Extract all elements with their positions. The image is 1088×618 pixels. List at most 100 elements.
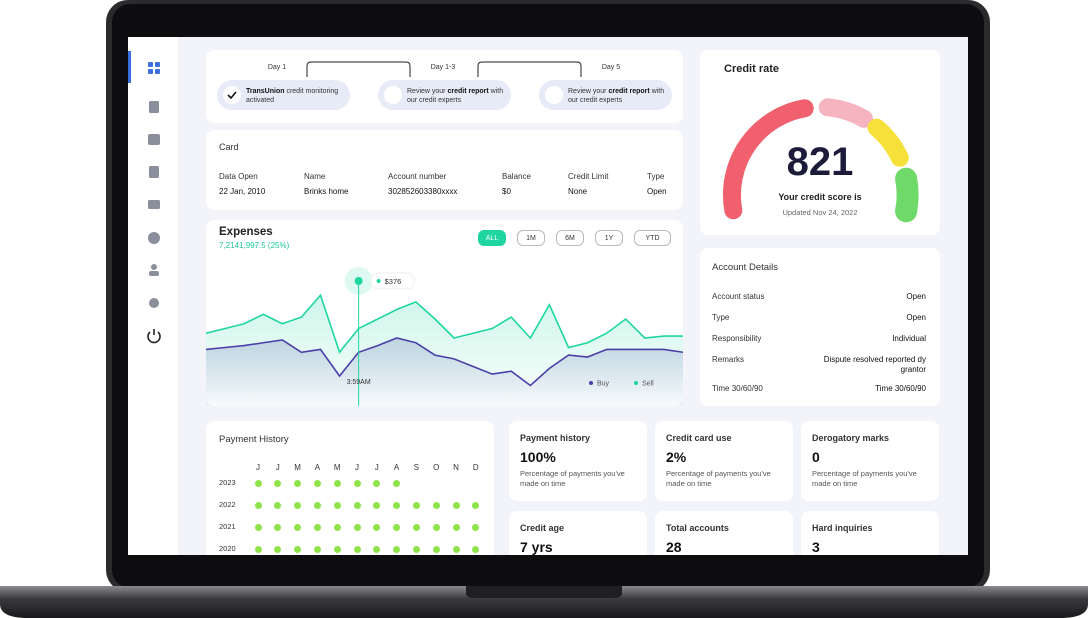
notch <box>466 586 622 598</box>
icon-user[interactable] <box>149 264 159 276</box>
month-label: N <box>453 463 459 472</box>
step-day: Day 1-3 <box>430 64 456 71</box>
year-label: 2023 <box>219 478 236 487</box>
card-value: 22 Jan, 2010 <box>219 187 266 196</box>
paid-dot <box>274 479 282 487</box>
icon-document[interactable] <box>149 101 159 113</box>
tooltip-time: 3:59AM <box>347 379 371 386</box>
step-check <box>223 86 241 104</box>
range-button[interactable]: ALL <box>478 230 506 246</box>
tile-description: Percentage of payments you've made on ti… <box>666 469 771 488</box>
credit-updated: Updated Nov 24, 2022 <box>782 208 858 217</box>
account-title: Account Details <box>712 262 779 273</box>
step-pill: TransUnion credit monitoring activated <box>217 80 350 110</box>
tooltip-box-dot <box>376 279 381 283</box>
stat-tile: Payment history 100% Percentage of payment… <box>509 421 647 501</box>
step-text: TransUnion credit monitoring activated <box>246 87 346 105</box>
expenses-subtitle: 7,2141,997.5 (25%) <box>219 241 290 250</box>
sidebar-icons <box>128 51 161 344</box>
range-button[interactable]: 1M <box>517 230 545 246</box>
month-label: J <box>256 463 260 472</box>
paid-dot <box>393 479 401 487</box>
icon-pie[interactable] <box>148 232 160 244</box>
step-text-part: credit report <box>608 88 650 95</box>
check-icon <box>227 91 237 100</box>
card-label: Balance <box>502 172 531 181</box>
tile-title: Payment history <box>520 433 591 443</box>
card-value: None <box>568 187 588 196</box>
year-label: 2020 <box>219 544 236 553</box>
stat-tile: Credit age 7 yrs <box>509 511 647 555</box>
credit-title: Credit rate <box>724 63 780 75</box>
series-line <box>206 337 683 387</box>
step-day: Day 5 <box>601 64 621 71</box>
gauge-yellow <box>867 118 909 167</box>
payment-history-panel: Payment History J J M A M J J A S O N D 2023 2022 2021 2… <box>206 421 494 555</box>
paid-dot <box>313 545 321 553</box>
year-label: 2022 <box>219 500 236 509</box>
card-value: $0 <box>502 187 511 196</box>
paid-dot <box>333 479 341 487</box>
paid-dot <box>353 479 361 487</box>
account-label: Account status <box>712 292 765 301</box>
step-text-part: credit monitoring activated <box>246 88 339 104</box>
icon-calendar[interactable] <box>148 134 160 145</box>
paid-dot <box>393 545 401 553</box>
paid-dot <box>472 501 480 509</box>
paid-dot <box>313 501 321 509</box>
tile-description: Percentage of payments you've made on ti… <box>812 469 917 488</box>
paid-dot <box>412 501 420 509</box>
laptop-base <box>0 586 1088 618</box>
icon-card[interactable] <box>148 200 160 209</box>
icon-power[interactable] <box>147 329 161 344</box>
screen: Day 1 Day 1-3 Day 5 TransUnion credit monit… <box>128 37 968 555</box>
step-text-part: Review your <box>568 88 609 95</box>
card-label: Credit Limit <box>568 172 609 181</box>
paid-dot <box>472 545 480 553</box>
month-label: J <box>355 463 359 472</box>
credit-panel: Credit rate 821 Your credit score is Update… <box>700 50 940 235</box>
paid-dot <box>333 545 341 553</box>
series-area <box>206 295 683 406</box>
stat-tile: Total accounts 28 <box>655 511 793 555</box>
account-label: Time 30/60/90 <box>712 384 763 393</box>
account-value: Dispute resolved reported dy grantor <box>823 355 926 374</box>
tooltip-box <box>370 272 416 290</box>
paid-dot <box>472 523 480 531</box>
legend-label: Sell <box>642 381 654 388</box>
paid-dot <box>412 523 420 531</box>
account-label: Responsibility <box>712 334 762 343</box>
month-label: S <box>413 463 420 472</box>
account-panel: Account Details Account status Open Type Ope… <box>700 248 940 406</box>
icon-clipboard[interactable] <box>149 166 159 178</box>
paid-dot <box>333 523 341 531</box>
tile-title: Credit age <box>520 523 565 533</box>
card-value: Brinks home <box>304 187 349 196</box>
credit-score: 821 <box>786 140 854 184</box>
month-label: D <box>472 463 479 472</box>
card-label: Data Open <box>219 172 258 181</box>
paid-dot <box>254 479 262 487</box>
range-button[interactable]: 1Y <box>595 230 623 246</box>
step-day: Day 1 <box>267 64 287 71</box>
paid-dot <box>254 545 262 553</box>
tile-value: 100% <box>520 449 556 465</box>
range-button[interactable]: 6M <box>556 230 584 246</box>
paid-dot <box>274 501 282 509</box>
icon-settings[interactable] <box>149 298 159 308</box>
range-button[interactable]: YTD <box>634 230 671 246</box>
gauge-green <box>895 167 919 223</box>
month-label: J <box>275 463 280 472</box>
legend-dot <box>589 381 593 385</box>
paid-dot <box>432 545 440 553</box>
icon-dashboard[interactable] <box>148 62 160 74</box>
payment-history-title: Payment History <box>219 434 289 445</box>
month-label: O <box>433 463 440 472</box>
tile-title: Credit card use <box>666 433 732 443</box>
paid-dot <box>313 523 321 531</box>
tile-value: 3 <box>812 539 820 555</box>
card-panel: Card Data Open 22 Jan, 2010 Name Brinks home… <box>206 130 683 210</box>
paid-dot <box>294 501 302 509</box>
paid-dot <box>452 501 460 509</box>
paid-dot <box>294 479 302 487</box>
